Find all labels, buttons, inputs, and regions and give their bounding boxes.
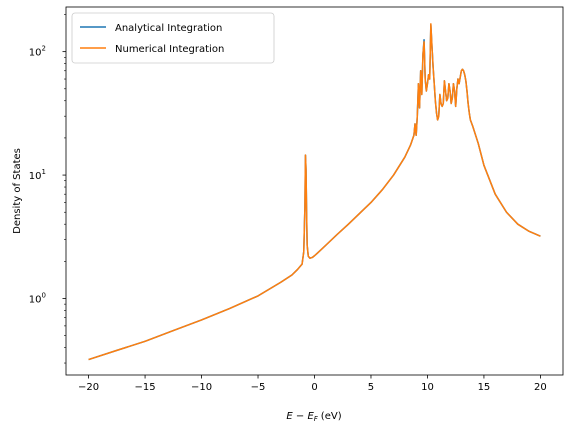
legend: Analytical Integration Numerical Integra… (71, 12, 275, 64)
y-tick-label: 100 (29, 292, 46, 306)
plot-lines (88, 23, 541, 361)
x-tick-label: −10 (191, 382, 212, 393)
x-axis-label-main: E − E (286, 411, 314, 422)
x-tick-label: 20 (534, 382, 547, 393)
legend-box (71, 12, 275, 64)
x-tick-label: 5 (368, 382, 374, 393)
y-axis-label: Density of States (12, 148, 23, 234)
y-tick-label: 101 (29, 168, 46, 182)
x-tick-label: 10 (421, 382, 434, 393)
x-axis-ticks: −20 −15 −10 −5 0 5 10 15 20 (78, 375, 547, 393)
x-tick-label: 0 (311, 382, 317, 393)
x-tick-label: −5 (251, 382, 266, 393)
x-axis-label-unit: (eV) (321, 411, 342, 422)
x-tick-label: −20 (78, 382, 99, 393)
legend-label-numerical: Numerical Integration (115, 44, 224, 55)
legend-label-analytical: Analytical Integration (115, 23, 222, 34)
x-axis-label-subscript: F (314, 415, 319, 423)
series-line-numerical (88, 23, 541, 361)
y-tick-label: 102 (29, 45, 46, 59)
y-axis-ticks: 100 101 102 (29, 14, 66, 364)
x-tick-label: −15 (135, 382, 156, 393)
x-tick-label: 15 (478, 382, 491, 393)
x-axis-label: E − EF (eV) (286, 411, 341, 423)
